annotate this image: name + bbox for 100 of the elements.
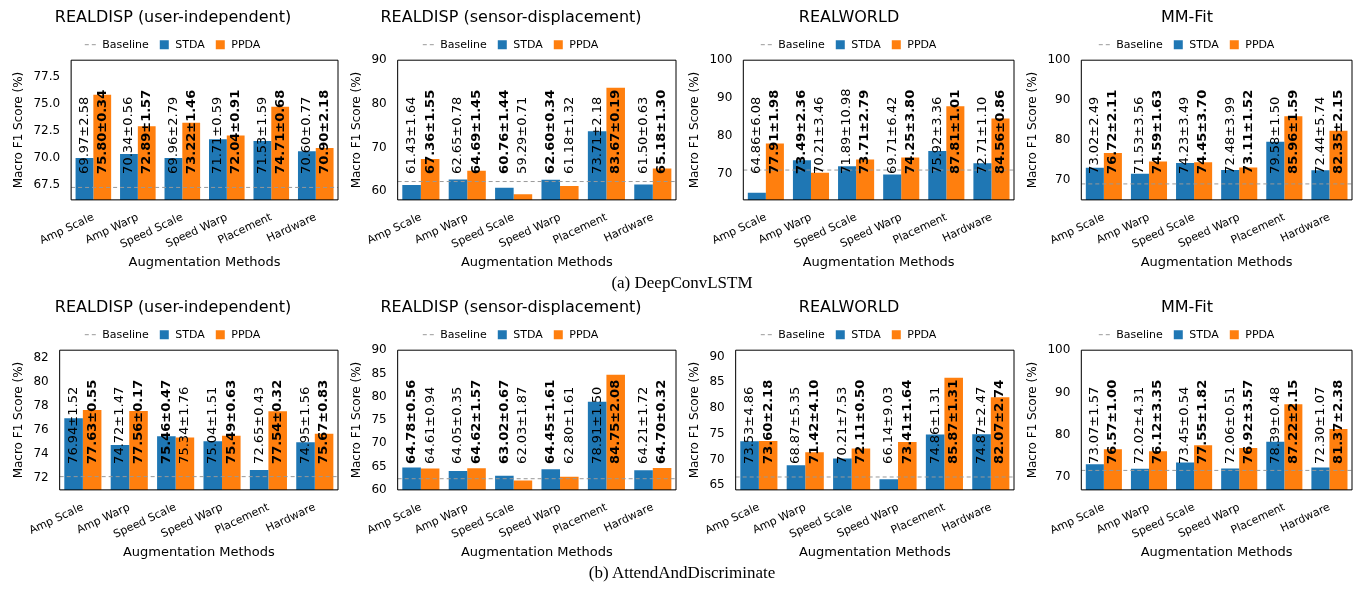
data-label: 70.90±2.18	[316, 89, 332, 174]
data-label: 71.89±10.98	[838, 88, 854, 174]
data-label: 85.96±1.59	[1284, 89, 1300, 174]
data-label: 64.05±0.35	[449, 386, 465, 464]
data-label: 64.62±1.57	[467, 379, 483, 464]
legend-label: PPDA	[569, 327, 599, 341]
y-tick-label: 90	[371, 52, 387, 67]
data-label: 75.67±0.83	[315, 379, 331, 464]
y-axis-title: Macro F1 Score (%)	[349, 71, 364, 189]
legend-label: PPDA	[1245, 327, 1275, 341]
data-label: 73.11±1.52	[1239, 89, 1255, 174]
chart-title: REALDISP (user-independent)	[54, 6, 292, 26]
y-tick-label: 90	[717, 90, 733, 105]
data-label: 79.58±1.50	[1266, 96, 1282, 174]
data-label: 72.89±1.57	[138, 89, 154, 174]
y-tick-label: 80	[371, 95, 387, 110]
data-label: 73.22±1.46	[182, 89, 198, 174]
data-label: 75.92±3.36	[928, 96, 944, 174]
chart-title: MM-Fit	[1160, 6, 1214, 26]
data-label: 78.91±1.50	[588, 386, 604, 464]
data-label: 77.63±0.55	[83, 379, 99, 464]
data-label: 72.71±1.10	[973, 96, 989, 174]
x-axis-title: Augmentation Methods	[460, 543, 614, 559]
x-axis-title: Augmentation Methods	[128, 253, 281, 269]
data-label: 61.18±1.32	[560, 96, 576, 174]
data-label: 71.53±3.56	[1131, 96, 1147, 174]
legend-label: PPDA	[231, 37, 261, 51]
y-tick-label: 70	[709, 451, 725, 466]
data-label: 70.21±3.46	[811, 96, 827, 174]
data-label: 76.12±3.35	[1149, 379, 1165, 464]
text: (a) DeepConvLSTM	[611, 273, 753, 292]
y-tick-label: 60	[371, 183, 387, 198]
y-tick-label: 75	[709, 425, 725, 440]
y-axis-title: Macro F1 Score (%)	[687, 71, 702, 189]
data-label: 64.21±1.72	[634, 386, 650, 464]
y-tick-label: 67.5	[33, 176, 61, 191]
data-label: 74.86±1.31	[926, 386, 942, 464]
data-label: 63.02±0.67	[495, 379, 511, 464]
y-tick-label: 70	[1055, 469, 1071, 484]
x-axis-title: Augmentation Methods	[798, 543, 952, 559]
data-label: 77.91±1.98	[766, 89, 782, 174]
data-label: 70.60±0.77	[298, 96, 314, 174]
data-label: 70.21±7.53	[833, 386, 849, 464]
legend-label: PPDA	[1245, 37, 1275, 51]
legend-label: PPDA	[569, 37, 599, 51]
legend-label: STDA	[851, 327, 882, 341]
y-tick-label: 100	[1047, 52, 1071, 67]
data-label: 76.94±1.52	[64, 386, 80, 464]
data-label: 74.59±1.63	[1149, 89, 1165, 174]
y-axis-title: Macro F1 Score (%)	[11, 71, 26, 189]
legend-label: Baseline	[440, 37, 488, 51]
y-axis-title: Macro F1 Score (%)	[1025, 71, 1040, 189]
y-tick-label: 82	[33, 349, 49, 364]
legend-label: PPDA	[907, 327, 937, 341]
y-tick-label: 80	[717, 127, 733, 142]
data-label: 74.87±2.47	[972, 386, 988, 464]
data-label: 75.34±1.76	[176, 386, 192, 464]
y-tick-label: 80	[709, 400, 725, 415]
legend-label: Baseline	[102, 327, 150, 341]
data-label: 73.60±2.18	[759, 379, 775, 464]
data-label: 84.75±2.08	[607, 379, 623, 464]
data-label: 72.48±3.99	[1221, 96, 1237, 174]
data-label: 60.76±1.44	[495, 89, 511, 174]
data-label: 82.07±2.74	[991, 379, 1007, 464]
legend-label: Baseline	[440, 327, 488, 341]
data-label: 61.50±0.63	[634, 96, 650, 174]
data-label: 83.67±0.19	[607, 89, 623, 174]
chart-title: REALDISP (user-independent)	[54, 296, 292, 316]
y-tick-label: 70	[717, 165, 733, 180]
y-tick-label: 78	[33, 397, 49, 412]
data-label: 68.87±5.35	[787, 386, 803, 464]
data-label: 75.49±0.63	[222, 379, 238, 464]
data-label: 75.46±0.47	[157, 379, 173, 464]
legend-label: PPDA	[907, 37, 937, 51]
text: (b) AttendAndDiscriminate	[588, 563, 776, 582]
data-label: 76.72±2.11	[1104, 89, 1120, 174]
y-tick-label: 70.0	[33, 149, 61, 164]
y-tick-label: 90	[709, 348, 725, 363]
y-tick-label: 85	[371, 365, 387, 380]
chart-title: MM-Fit	[1160, 296, 1214, 316]
legend-label: STDA	[175, 327, 206, 341]
data-label: 73.71±2.18	[588, 96, 604, 174]
data-label: 75.04±1.51	[204, 386, 220, 464]
data-label: 81.37±2.38	[1329, 379, 1345, 464]
data-label: 66.14±9.03	[880, 386, 896, 464]
legend-label: STDA	[175, 37, 206, 51]
y-tick-label: 85	[709, 374, 725, 389]
data-label: 69.71±6.42	[883, 96, 899, 174]
data-label: 74.72±1.47	[111, 386, 127, 464]
data-label: 74.71±0.68	[271, 89, 287, 174]
data-label: 87.22±2.15	[1284, 379, 1300, 464]
y-tick-label: 80	[1055, 426, 1071, 441]
data-label: 67.36±1.55	[421, 89, 437, 174]
data-label: 74.25±3.80	[901, 89, 917, 174]
data-label: 73.45±0.54	[1176, 386, 1192, 464]
data-label: 73.53±4.86	[740, 386, 756, 464]
data-label: 87.81±1.01	[946, 89, 962, 174]
legend-label: STDA	[1189, 37, 1220, 51]
data-label: 74.95±1.56	[296, 386, 312, 464]
data-label: 71.71±0.59	[209, 96, 225, 174]
